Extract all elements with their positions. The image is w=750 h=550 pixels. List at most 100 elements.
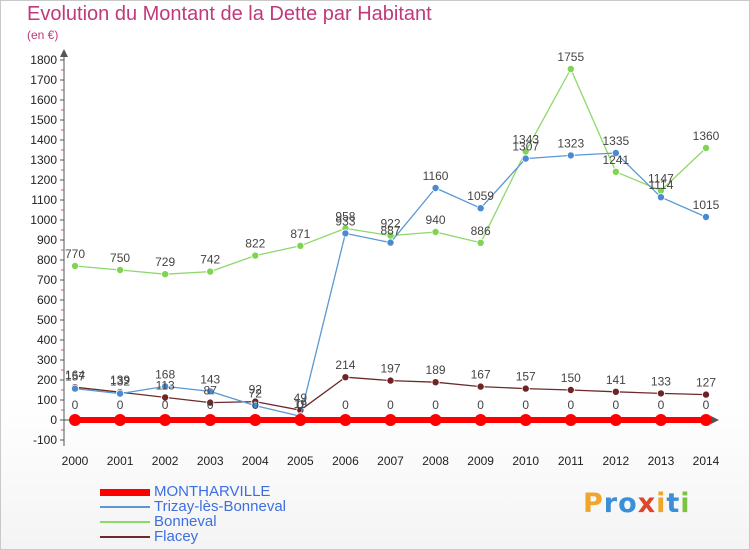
- data-label: 871: [290, 227, 310, 241]
- data-label: 167: [471, 368, 491, 382]
- data-point: [69, 414, 81, 426]
- legend-label: Trizay-lès-Bonneval: [154, 498, 286, 515]
- data-label: 0: [387, 398, 394, 412]
- data-label: 886: [471, 224, 491, 238]
- data-point: [564, 414, 577, 426]
- data-label: 1160: [423, 169, 449, 183]
- data-point: [251, 251, 260, 260]
- data-label: 168: [155, 367, 175, 381]
- data-label: 0: [613, 398, 620, 412]
- x-tick-label: 2005: [287, 454, 314, 468]
- data-label: 729: [155, 255, 175, 269]
- y-tick-label: 1800: [30, 53, 57, 67]
- data-label: 770: [65, 247, 85, 261]
- data-label: 0: [252, 398, 259, 412]
- data-label: 1307: [512, 140, 539, 154]
- data-label: 822: [245, 237, 265, 251]
- data-point: [611, 387, 620, 396]
- y-tick-label: 500: [37, 313, 57, 327]
- y-tick-label: 1400: [30, 133, 57, 147]
- logo-letter: o: [618, 488, 638, 519]
- data-label: 72: [249, 387, 263, 401]
- data-point: [476, 238, 485, 247]
- x-tick-label: 2014: [693, 454, 720, 468]
- legend-label: Flacey: [154, 528, 199, 545]
- data-point: [339, 414, 352, 426]
- x-tick-label: 2006: [332, 454, 359, 468]
- chart-subtitle: (en €): [27, 28, 59, 42]
- data-label: 922: [380, 217, 400, 231]
- y-tick-label: 600: [37, 293, 57, 307]
- x-tick-label: 2007: [377, 454, 404, 468]
- data-label: 0: [297, 398, 304, 412]
- y-tick-label: 700: [37, 273, 57, 287]
- data-point: [521, 384, 530, 393]
- data-label: 1241: [603, 153, 630, 167]
- data-label: 1335: [603, 134, 630, 148]
- data-point: [431, 183, 440, 192]
- data-point: [476, 204, 485, 213]
- data-label: 1015: [693, 198, 720, 212]
- data-label: 0: [342, 398, 349, 412]
- data-label: 0: [522, 398, 529, 412]
- data-point: [521, 154, 530, 163]
- x-tick-label: 2001: [107, 454, 134, 468]
- data-point: [386, 238, 395, 247]
- data-point: [251, 401, 260, 410]
- legend-swatch: [100, 489, 150, 496]
- proxiti-logo: Proxiti: [583, 488, 691, 519]
- y-tick-label: -100: [33, 433, 57, 447]
- data-label: 0: [432, 398, 439, 412]
- data-label: 0: [72, 398, 79, 412]
- x-tick-label: 2002: [152, 454, 179, 468]
- data-label: 1360: [693, 129, 720, 143]
- data-label: 143: [200, 372, 220, 386]
- data-point: [114, 414, 127, 426]
- data-label: 0: [567, 398, 574, 412]
- data-label: 958: [335, 209, 355, 223]
- data-label: 139: [110, 373, 130, 387]
- data-point: [519, 414, 532, 426]
- data-label: 113: [156, 378, 175, 392]
- y-tick-label: 1200: [30, 173, 57, 187]
- x-tick-label: 2008: [422, 454, 449, 468]
- data-point: [702, 212, 711, 221]
- data-point: [249, 414, 262, 426]
- data-point: [204, 414, 217, 426]
- data-label: 132: [110, 375, 130, 389]
- logo-letter: x: [637, 488, 657, 519]
- y-tick-label: 900: [37, 233, 57, 247]
- data-label: 1323: [557, 136, 584, 150]
- logo-letter: P: [583, 488, 604, 519]
- data-point: [700, 414, 712, 426]
- data-point: [566, 151, 575, 160]
- data-point: [71, 384, 80, 393]
- data-point: [341, 229, 350, 238]
- y-tick-label: 400: [37, 333, 57, 347]
- data-point: [702, 143, 711, 152]
- data-point: [341, 373, 350, 382]
- y-tick-label: 200: [37, 373, 57, 387]
- x-tick-label: 2003: [197, 454, 224, 468]
- data-label: 92: [249, 383, 263, 397]
- legend-label: Bonneval: [154, 513, 217, 530]
- data-label: 157: [516, 370, 536, 384]
- data-label: 0: [477, 398, 484, 412]
- logo-letter: i: [680, 488, 691, 519]
- y-tick-label: 300: [37, 353, 57, 367]
- data-point: [161, 270, 170, 279]
- data-point: [159, 414, 172, 426]
- y-tick-label: 1500: [30, 113, 57, 127]
- data-point: [294, 414, 307, 426]
- y-tick-label: 1300: [30, 153, 57, 167]
- data-label: 0: [703, 398, 710, 412]
- y-tick-label: 100: [37, 393, 57, 407]
- data-label: 157: [65, 370, 85, 384]
- y-tick-label: 800: [37, 253, 57, 267]
- data-label: 750: [110, 251, 130, 265]
- data-point: [429, 414, 442, 426]
- data-point: [116, 389, 125, 398]
- data-point: [116, 265, 125, 274]
- y-axis-arrow: [60, 49, 68, 57]
